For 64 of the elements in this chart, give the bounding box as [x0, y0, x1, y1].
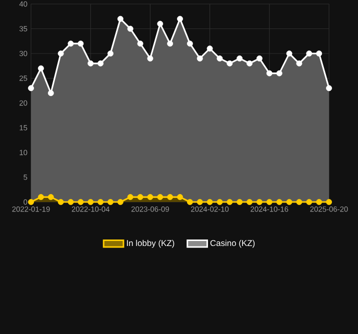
point [78, 199, 84, 205]
point [28, 199, 34, 205]
point [286, 50, 292, 56]
point [68, 199, 74, 205]
point [296, 199, 302, 205]
point [147, 194, 154, 200]
point [137, 40, 144, 47]
point [58, 50, 64, 56]
point [276, 199, 282, 205]
point [196, 55, 203, 62]
point [177, 16, 183, 22]
point [316, 199, 322, 205]
point [147, 55, 154, 62]
point [88, 199, 94, 205]
point [88, 60, 94, 66]
point [68, 40, 74, 47]
point [266, 70, 272, 76]
point [226, 60, 233, 66]
point [196, 199, 203, 205]
point [117, 199, 124, 205]
point [98, 199, 104, 205]
point [256, 199, 262, 205]
point [266, 199, 272, 205]
point [316, 50, 322, 56]
point [236, 199, 243, 205]
point [306, 199, 312, 205]
point [117, 16, 124, 22]
point [186, 40, 193, 47]
point [216, 199, 223, 205]
point [78, 40, 84, 47]
point [306, 50, 312, 56]
point [167, 194, 174, 200]
point [157, 20, 164, 27]
point [137, 194, 144, 200]
point [186, 199, 193, 205]
point [38, 65, 44, 72]
point [127, 194, 134, 200]
point [256, 55, 262, 62]
point [177, 194, 183, 200]
point [276, 70, 282, 76]
point [28, 85, 34, 92]
point [326, 199, 332, 205]
point [296, 60, 302, 66]
point [38, 194, 44, 200]
point [246, 60, 253, 66]
point [127, 26, 134, 32]
point [107, 50, 114, 56]
point [107, 199, 114, 205]
point [216, 55, 223, 62]
point [286, 199, 292, 205]
point [226, 199, 233, 205]
point [48, 90, 54, 96]
point [157, 194, 164, 200]
legend-label: Casino (KZ) [210, 240, 255, 248]
point [48, 194, 54, 200]
point [167, 40, 174, 47]
point [98, 60, 104, 66]
point [246, 199, 253, 205]
point [58, 199, 64, 205]
point [206, 199, 213, 205]
point [326, 85, 332, 92]
point [206, 46, 213, 52]
point [236, 55, 243, 62]
legend-label: In lobby (KZ) [126, 240, 174, 248]
